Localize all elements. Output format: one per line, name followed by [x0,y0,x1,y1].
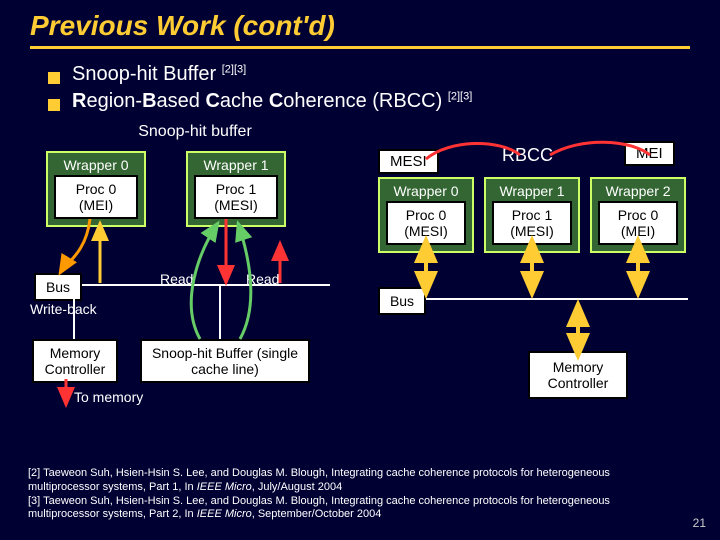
b2p5: ache [220,90,269,112]
rw1-label: Wrapper 1 [492,183,572,199]
mei-badge: MEI [624,141,675,166]
read-label-1: Read [160,271,193,287]
right-wrapper-2: Wrapper 2 Proc 0 (MEI) [590,177,686,253]
right-bus: Bus [378,287,426,315]
right-proc-2: Proc 0 (MEI) [598,201,678,245]
snoop-hit-buffer-box: Snoop-hit Buffer (single cache line) [140,339,310,383]
bullet-1-text: Snoop-hit Buffer [2][3] [72,63,246,86]
ref3-c: , September/October 2004 [252,508,382,520]
read-label-2: Read [246,271,279,287]
writeback-label: Write-back [30,301,97,317]
b2p3: ased [157,90,206,112]
left-proc-0-name: Proc 0 [62,181,130,197]
left-wrapper-1: Wrapper 1 Proc 1 (MESI) [186,151,286,227]
rp2-name: Proc 0 [606,207,670,223]
left-proc-1-proto: (MESI) [202,197,270,213]
to-memory-label: To memory [74,389,143,405]
rbcc-label: RBCC [502,145,553,166]
bullet-marker-icon [48,99,60,111]
right-mem-text: Memory Controller [548,359,609,391]
mesi-badge: MESI [378,149,439,174]
b2p4: C [205,90,219,112]
bullet-1-main: Snoop-hit Buffer [72,63,222,85]
slide: Previous Work (cont'd) Snoop-hit Buffer … [0,0,720,540]
rp0-name: Proc 0 [394,207,458,223]
page-number: 21 [693,516,706,530]
left-bus: Bus [34,273,82,301]
bullet-2-sup: [2][3] [448,90,472,102]
b2p0: R [72,90,86,112]
rp1-name: Proc 1 [500,207,564,223]
b2p1: egion- [86,90,142,112]
references: [2] Taeweon Suh, Hsien-Hsin S. Lee, and … [28,467,680,522]
rw0-label: Wrapper 0 [386,183,466,199]
left-mem-text: Memory Controller [45,345,106,377]
bullet-2: Region-Based Cache Coherence (RBCC) [2][… [48,90,690,113]
bullet-1-sup: [2][3] [222,63,246,75]
right-proc-1: Proc 1 (MESI) [492,201,572,245]
rp2-proto: (MEI) [606,223,670,239]
left-wrapper-0-label: Wrapper 0 [54,157,138,173]
rp0-proto: (MESI) [394,223,458,239]
bullet-2-text: Region-Based Cache Coherence (RBCC) [2][… [72,90,472,113]
bullet-marker-icon [48,72,60,84]
diagram-area: Snoop-hit buffer Wrapper 0 Proc 0 (MEI) … [30,123,690,413]
right-wrapper-1: Wrapper 1 Proc 1 (MESI) [484,177,580,253]
left-wrapper-0: Wrapper 0 Proc 0 (MEI) [46,151,146,227]
left-diagram: Snoop-hit buffer Wrapper 0 Proc 0 (MEI) … [30,123,360,147]
bullet-list: Snoop-hit Buffer [2][3] Region-Based Cac… [48,63,690,113]
bullet-1: Snoop-hit Buffer [2][3] [48,63,690,86]
slide-title: Previous Work (cont'd) [30,10,690,42]
right-wrapper-0: Wrapper 0 Proc 0 (MESI) [378,177,474,253]
left-proc-0-proto: (MEI) [62,197,130,213]
snoop-text: Snoop-hit Buffer (single cache line) [152,345,298,377]
rp1-proto: (MESI) [500,223,564,239]
right-proc-0: Proc 0 (MESI) [386,201,466,245]
left-proc-1: Proc 1 (MESI) [194,175,278,219]
left-heading: Snoop-hit buffer [30,123,360,141]
ref2-journal: IEEE Micro [197,481,252,493]
b2p2: B [142,90,156,112]
title-underline [30,46,690,49]
rw2-label: Wrapper 2 [598,183,678,199]
right-memory-controller: Memory Controller [528,351,628,399]
left-proc-1-name: Proc 1 [202,181,270,197]
ref3-journal: IEEE Micro [197,508,252,520]
b2p6: C [269,90,283,112]
ref2-c: , July/August 2004 [252,481,343,493]
left-memory-controller: Memory Controller [32,339,118,383]
left-wrapper-1-label: Wrapper 1 [194,157,278,173]
left-proc-0: Proc 0 (MEI) [54,175,138,219]
b2p7: oherence (RBCC) [283,90,448,112]
